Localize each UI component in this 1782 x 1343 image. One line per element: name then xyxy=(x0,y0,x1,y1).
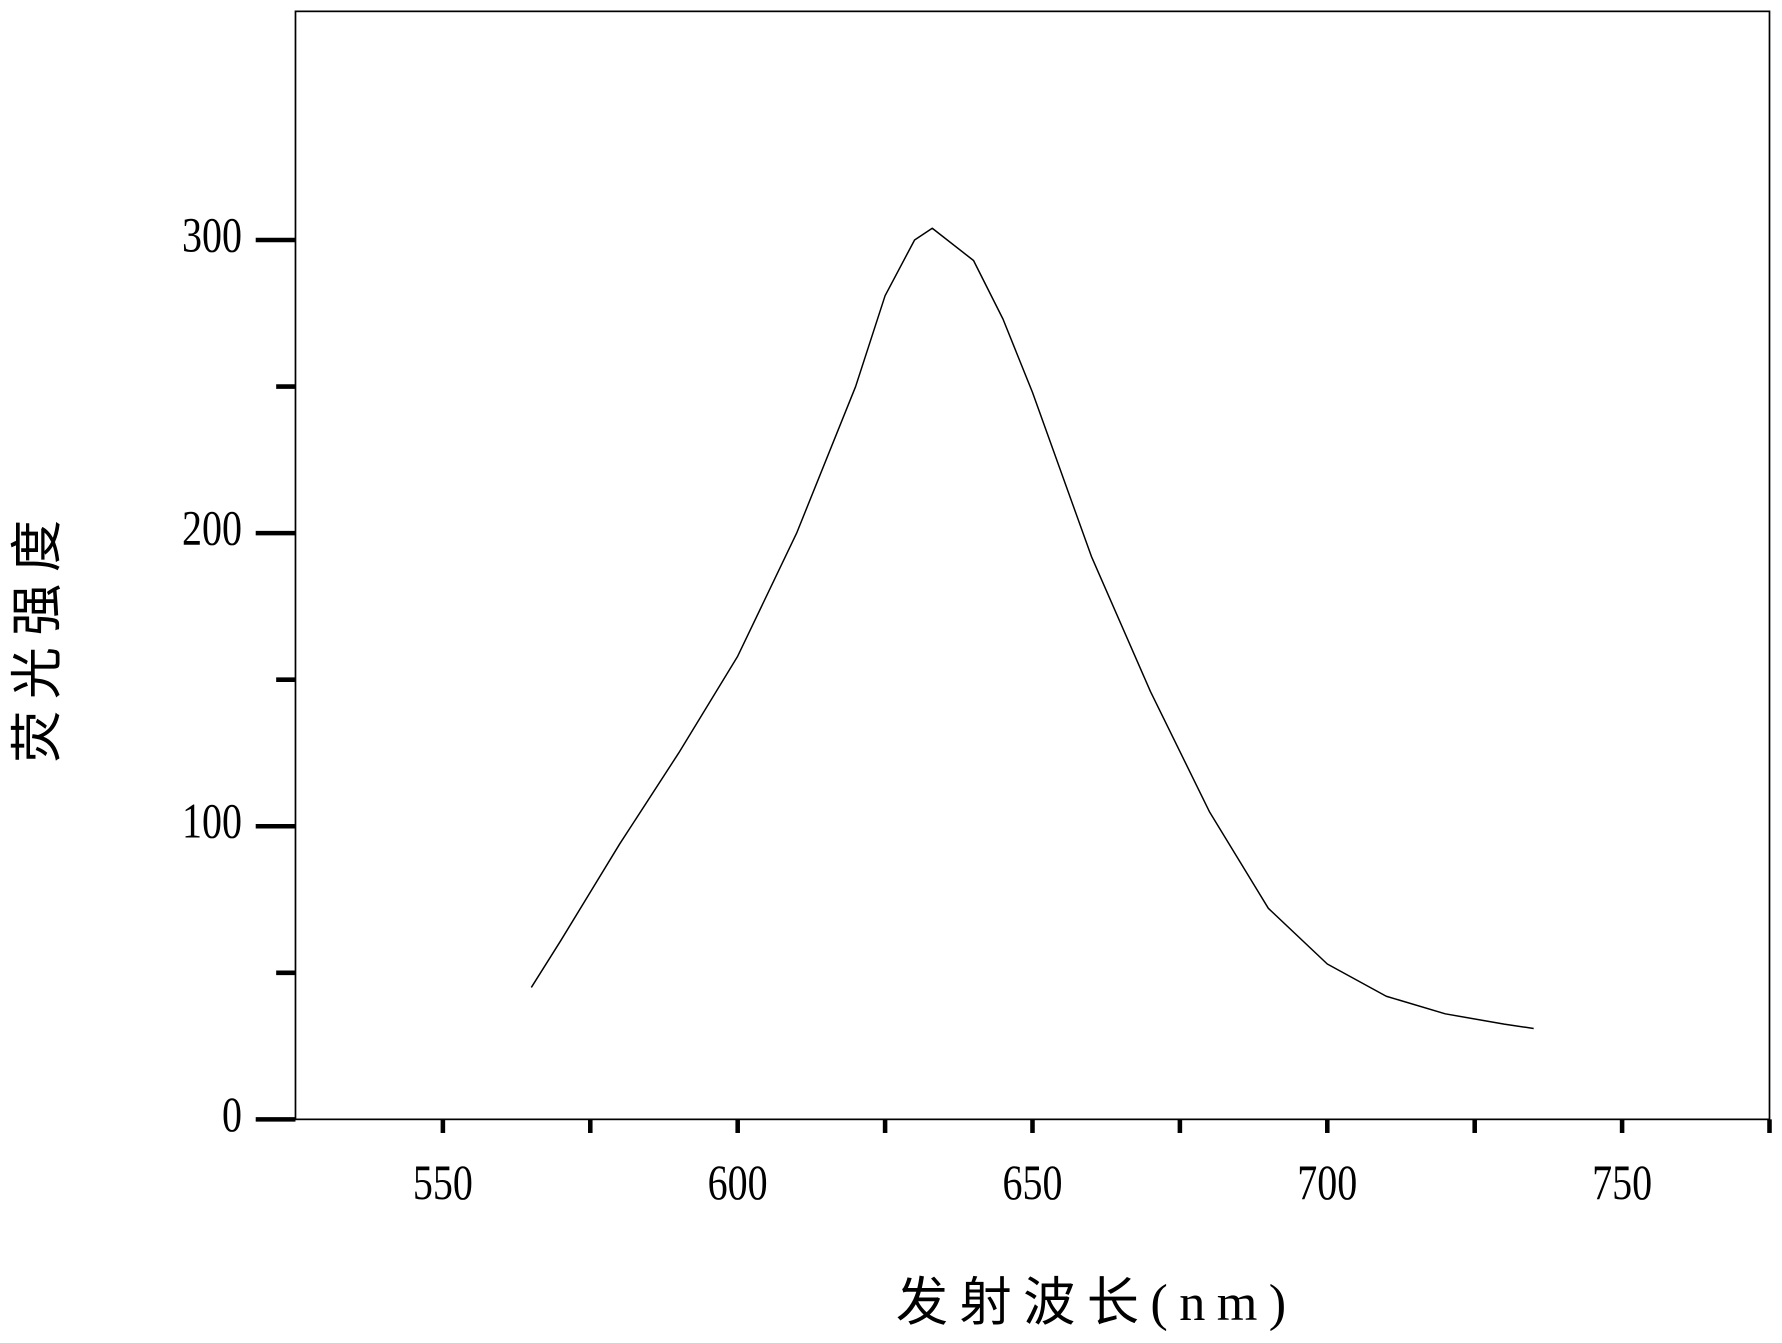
plot-frame xyxy=(294,10,1771,1121)
y-tick-label: 200 xyxy=(182,500,242,555)
x-tick-label: 550 xyxy=(413,1155,473,1210)
y-tick-label: 0 xyxy=(222,1087,242,1142)
x-tick-label: 750 xyxy=(1592,1155,1652,1210)
y-tick-label: 300 xyxy=(182,207,242,262)
y-axis-title: 荧光强度 xyxy=(9,509,67,763)
x-tick-label: 650 xyxy=(1002,1155,1062,1210)
x-tick-label: 700 xyxy=(1297,1155,1357,1210)
y-tick-label: 100 xyxy=(182,794,242,849)
data-line xyxy=(530,227,1534,1030)
x-axis-title: 发射波长(nm) xyxy=(896,1274,1298,1332)
x-tick-label: 600 xyxy=(708,1155,768,1210)
